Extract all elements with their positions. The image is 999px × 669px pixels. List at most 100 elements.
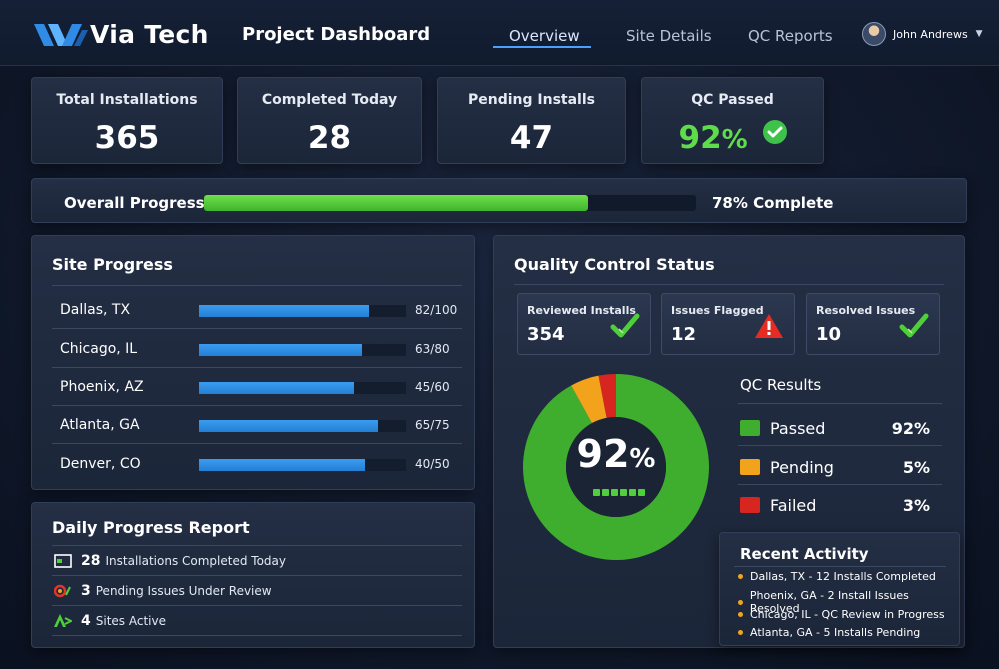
- donut-slice-pending: [571, 375, 607, 424]
- site-progress-fill: [199, 459, 365, 471]
- site-progress-track: [199, 344, 406, 356]
- stat-value: 47: [509, 120, 554, 156]
- donut-progress-dots: [593, 489, 645, 496]
- warning-icon: [755, 314, 783, 338]
- stat-label: Completed Today: [261, 92, 398, 108]
- overall-progress-fill: [204, 195, 588, 211]
- site-name: Chicago, IL: [60, 341, 138, 357]
- divider: [52, 285, 462, 286]
- divider: [52, 545, 462, 546]
- legend-item-failed: Failed 3%: [740, 485, 930, 523]
- list-item[interactable]: Chicago, IL - QC Review in Progress: [738, 608, 945, 621]
- report-text: Installations Completed Today: [105, 554, 286, 568]
- site-row[interactable]: Denver, CO 40/50: [52, 445, 462, 483]
- donut-center-value: 92%: [563, 432, 669, 476]
- user-menu[interactable]: John Andrews ▼: [862, 22, 983, 46]
- checkmark-icon: [899, 313, 929, 338]
- stat-card-total-installations: Total Installations 365: [31, 77, 223, 164]
- qc-card-value: 10: [816, 324, 842, 345]
- list-item[interactable]: Dallas, TX - 12 Installs Completed: [738, 570, 936, 583]
- site-progress-fill: [199, 420, 379, 432]
- divider: [52, 605, 462, 606]
- stat-value: 28: [307, 120, 352, 156]
- stat-label: Pending Installs: [468, 92, 595, 108]
- site-name: Denver, CO: [60, 456, 141, 472]
- report-count: 28: [81, 553, 101, 569]
- qc-card-label: Issues Flagged: [671, 304, 764, 317]
- donut-center-unit: %: [629, 444, 656, 474]
- stat-card-completed-today: Completed Today 28: [237, 77, 422, 164]
- list-item: 28 Installations Completed Today: [54, 547, 464, 575]
- report-text: Pending Issues Under Review: [95, 584, 272, 598]
- site-icon: [54, 614, 72, 628]
- divider: [52, 575, 462, 576]
- tab-overview[interactable]: Overview: [509, 27, 580, 45]
- legend-swatch: [740, 459, 760, 475]
- site-progress-track: [199, 305, 406, 317]
- legend-name: Failed: [770, 496, 817, 515]
- stat-label: QC Passed: [691, 92, 774, 108]
- overall-progress-text: 78% Complete: [712, 194, 834, 212]
- site-row[interactable]: Dallas, TX 82/100: [52, 291, 462, 329]
- site-name: Atlanta, GA: [60, 417, 140, 433]
- qc-results-title: QC Results: [740, 376, 822, 394]
- site-count: 45/60: [415, 380, 450, 394]
- qc-card-reviewed-installs: Reviewed Installs 354: [517, 293, 651, 355]
- recent-activity-panel: Recent Activity Dallas, TX - 12 Installs…: [719, 532, 960, 646]
- stat-card-qc-passed: QC Passed 92%: [641, 77, 824, 164]
- site-row[interactable]: Atlanta, GA 65/75: [52, 406, 462, 444]
- divider: [52, 405, 462, 406]
- daily-progress-report-panel: Daily Progress Report 28 Installations C…: [31, 502, 475, 648]
- site-progress-fill: [199, 305, 369, 317]
- tab-site-details[interactable]: Site Details: [626, 27, 712, 45]
- legend-swatch: [740, 497, 760, 513]
- activity-text: Phoenix, GA - 2 Install Issues Resolved: [749, 589, 909, 615]
- list-item: 4 Sites Active: [54, 607, 464, 635]
- divider: [52, 328, 462, 329]
- bullet-icon: [738, 574, 743, 579]
- brand-logo[interactable]: Via Tech: [34, 20, 209, 49]
- legend-value: 3%: [902, 496, 930, 515]
- legend-item-pending: Pending 5%: [740, 447, 930, 485]
- user-name: John Andrews: [893, 27, 968, 41]
- legend-item-passed: Passed 92%: [740, 408, 930, 446]
- site-progress-fill: [199, 344, 362, 356]
- qc-status-title: Quality Control Status: [514, 255, 715, 274]
- bullet-icon: [738, 599, 743, 605]
- divider: [738, 403, 942, 404]
- review-icon: [54, 584, 72, 598]
- qc-donut-chart: 92%: [520, 374, 712, 560]
- activity-text: Atlanta, GA - 5 Installs Pending: [750, 626, 921, 639]
- qc-card-label: Resolved Issues: [816, 304, 916, 317]
- site-count: 63/80: [415, 342, 450, 356]
- qc-passed-unit: %: [721, 125, 748, 155]
- site-count: 40/50: [415, 457, 450, 471]
- legend-swatch: [740, 420, 760, 436]
- qc-card-value: 12: [671, 324, 697, 345]
- brand-name: Via Tech: [90, 20, 209, 49]
- top-header: Via Tech Project Dashboard Overview Site…: [0, 0, 999, 66]
- bullet-icon: [738, 630, 743, 635]
- avatar: [862, 22, 886, 46]
- site-count: 65/75: [415, 418, 450, 432]
- install-icon: [54, 554, 72, 568]
- overall-progress-label: Overall Progress: [64, 194, 205, 212]
- tab-qc-reports[interactable]: QC Reports: [748, 27, 833, 45]
- checkmark-icon: [610, 313, 640, 338]
- stat-value: 365: [94, 120, 160, 156]
- site-row[interactable]: Phoenix, AZ 45/60: [52, 368, 462, 406]
- qc-card-issues-flagged: Issues Flagged 12: [661, 293, 795, 355]
- page-title: Project Dashboard: [242, 24, 431, 45]
- legend-name: Passed: [770, 419, 826, 438]
- recent-activity-title: Recent Activity: [740, 545, 869, 563]
- list-item[interactable]: Phoenix, GA - 2 Install Issues Resolved: [738, 589, 959, 615]
- stat-card-pending-installs: Pending Installs 47: [437, 77, 626, 164]
- divider: [52, 443, 462, 444]
- legend-value: 5%: [902, 458, 930, 477]
- chevron-down-icon: ▼: [975, 29, 983, 39]
- list-item[interactable]: Atlanta, GA - 5 Installs Pending: [738, 626, 920, 639]
- activity-text: Chicago, IL - QC Review in Progress: [750, 608, 945, 621]
- active-tab-indicator: [493, 46, 591, 48]
- site-row[interactable]: Chicago, IL 63/80: [52, 330, 462, 368]
- donut-slice-passed: [523, 374, 709, 560]
